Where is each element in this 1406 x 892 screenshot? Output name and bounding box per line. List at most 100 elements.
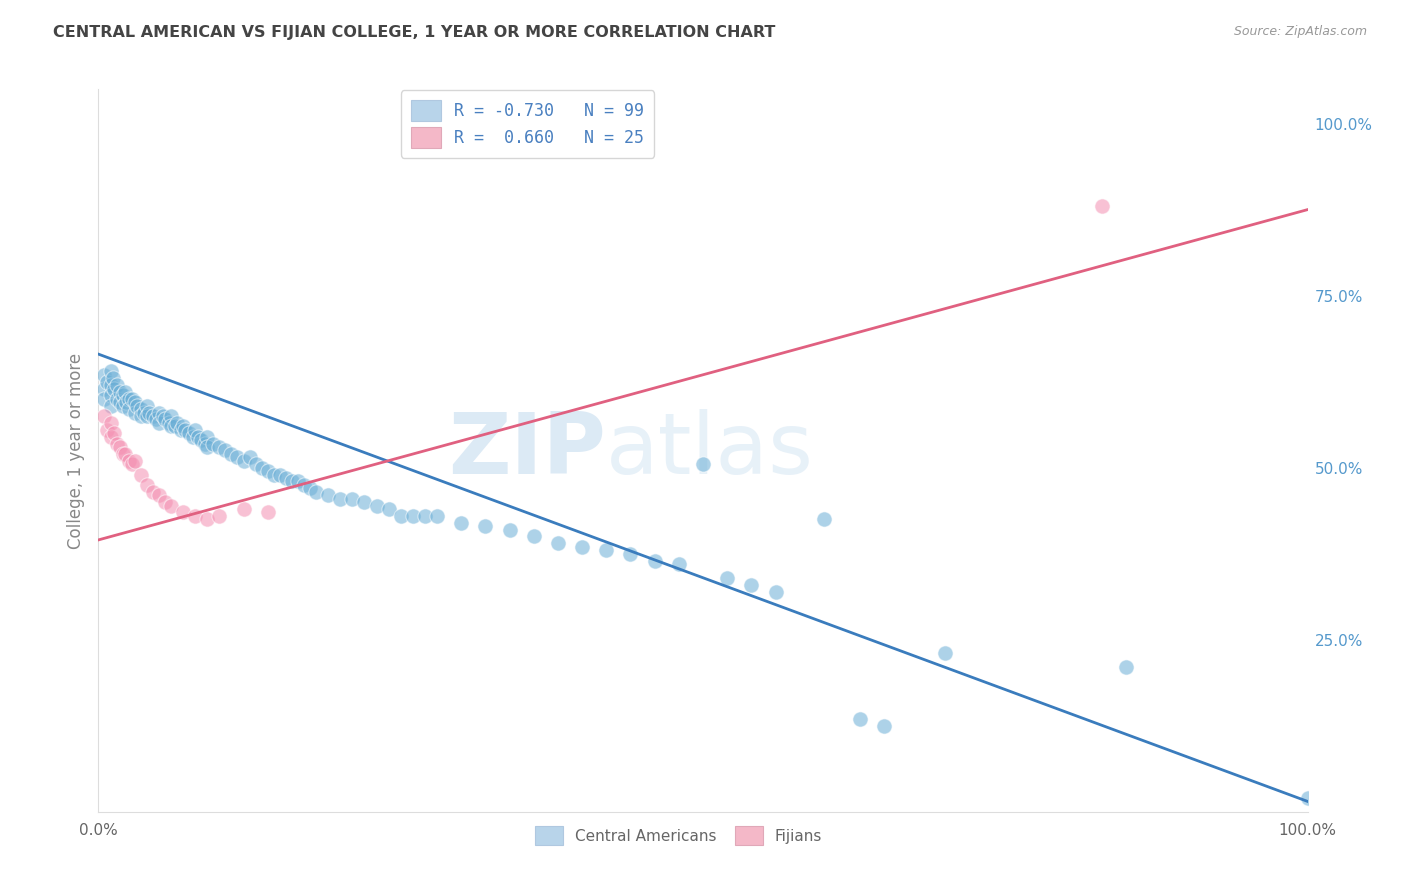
Point <box>121 392 143 406</box>
Point <box>498 523 520 537</box>
Point <box>145 412 167 426</box>
Point <box>873 719 896 733</box>
Point <box>269 467 291 482</box>
Point <box>263 467 285 482</box>
Point <box>523 529 546 543</box>
Point <box>127 399 149 413</box>
Point <box>644 553 666 567</box>
Point <box>124 395 146 409</box>
Point <box>256 505 278 519</box>
Point <box>366 499 388 513</box>
Point <box>157 416 180 430</box>
Point <box>281 475 304 489</box>
Point <box>179 426 201 441</box>
Point <box>287 475 309 489</box>
Point <box>1091 199 1114 213</box>
Text: CENTRAL AMERICAN VS FIJIAN COLLEGE, 1 YEAR OR MORE CORRELATION CHART: CENTRAL AMERICAN VS FIJIAN COLLEGE, 1 YE… <box>53 25 776 40</box>
Point <box>108 395 131 409</box>
Legend: Central Americans, Fijians: Central Americans, Fijians <box>530 820 828 851</box>
Point <box>111 388 134 402</box>
Point <box>169 423 191 437</box>
Point <box>765 584 787 599</box>
Point <box>142 484 165 499</box>
Point <box>214 443 236 458</box>
Point <box>547 536 569 550</box>
Point <box>342 491 364 506</box>
Point <box>353 495 375 509</box>
Point <box>134 406 156 420</box>
Point <box>101 371 124 385</box>
Point <box>114 384 136 399</box>
Point <box>389 508 412 523</box>
Point <box>148 488 170 502</box>
Point <box>118 402 141 417</box>
Point <box>187 430 209 444</box>
Point <box>256 464 278 478</box>
Text: atlas: atlas <box>606 409 814 492</box>
Point <box>184 423 207 437</box>
Point <box>124 406 146 420</box>
Point <box>108 384 131 399</box>
Point <box>153 495 176 509</box>
Point <box>138 406 160 420</box>
Point <box>174 423 197 437</box>
Point <box>114 447 136 461</box>
Point <box>148 416 170 430</box>
Point <box>426 508 449 523</box>
Point <box>226 450 249 465</box>
Point <box>299 481 322 495</box>
Point <box>221 447 243 461</box>
Point <box>142 409 165 423</box>
Point <box>105 436 128 450</box>
Point <box>208 508 231 523</box>
Point <box>105 378 128 392</box>
Point <box>160 499 183 513</box>
Point <box>160 419 183 434</box>
Text: Source: ZipAtlas.com: Source: ZipAtlas.com <box>1233 25 1367 38</box>
Point <box>619 547 641 561</box>
Point <box>111 447 134 461</box>
Point <box>96 423 118 437</box>
Point <box>160 409 183 423</box>
Point <box>93 382 115 396</box>
Y-axis label: College, 1 year or more: College, 1 year or more <box>66 352 84 549</box>
Point <box>190 433 212 447</box>
Point <box>100 430 122 444</box>
Point <box>129 402 152 417</box>
Point <box>100 364 122 378</box>
Point <box>135 399 157 413</box>
Point <box>934 647 956 661</box>
Point <box>402 508 425 523</box>
Point <box>239 450 262 465</box>
Point <box>316 488 339 502</box>
Point <box>124 454 146 468</box>
Point <box>184 508 207 523</box>
Point <box>232 502 254 516</box>
Point <box>100 416 122 430</box>
Point <box>115 395 138 409</box>
Point <box>195 430 218 444</box>
Point <box>105 392 128 406</box>
Point <box>250 460 273 475</box>
Point <box>118 392 141 406</box>
Point <box>181 430 204 444</box>
Text: ZIP: ZIP <box>449 409 606 492</box>
Point <box>129 467 152 482</box>
Point <box>232 454 254 468</box>
Point <box>305 484 328 499</box>
Point <box>195 440 218 454</box>
Point <box>100 378 122 392</box>
Point <box>100 388 122 402</box>
Point <box>118 454 141 468</box>
Point <box>1115 660 1137 674</box>
Point <box>111 399 134 413</box>
Point <box>135 478 157 492</box>
Point <box>571 540 593 554</box>
Point <box>172 505 194 519</box>
Point <box>668 557 690 571</box>
Point <box>93 368 115 382</box>
Point <box>152 409 174 423</box>
Point <box>163 419 186 434</box>
Point <box>121 457 143 471</box>
Point <box>103 382 125 396</box>
